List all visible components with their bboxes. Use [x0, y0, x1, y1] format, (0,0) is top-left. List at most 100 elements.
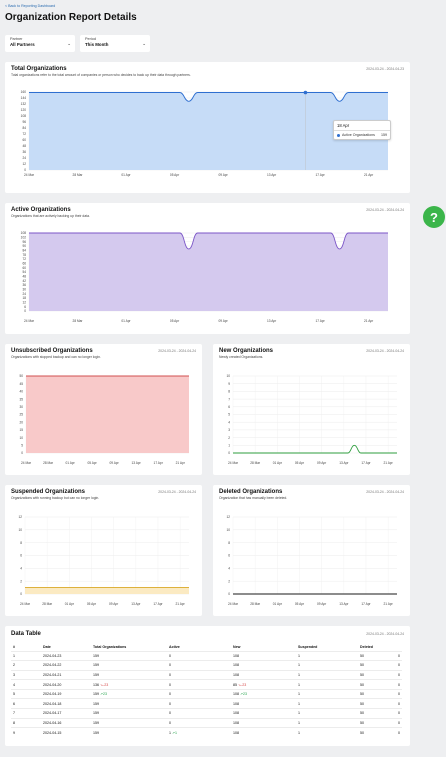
- cell-total: 159: [93, 730, 99, 735]
- trend-up-icon: ↗: [240, 692, 244, 697]
- card-date-range: 2024-03-24 - 2024-04-24: [158, 349, 196, 353]
- deleted-organizations-chart[interactable]: 0 2 4 6 8 10 12 24 Mar 28 Mar 01 Apr 05 Apr 09 Apr 1…: [213, 485, 410, 616]
- back-to-dashboard-link[interactable]: < Back to Reporting Dashboard: [5, 4, 56, 8]
- cell-dx: 0: [398, 672, 400, 677]
- y-tick-label: 96: [22, 120, 26, 124]
- cell-total: 159: [93, 663, 99, 668]
- cell-ndelta: 23: [243, 692, 248, 697]
- x-tick-label: 17 Apr: [154, 461, 164, 465]
- y-tick-label: 6: [20, 554, 22, 558]
- cell-dx: 0: [398, 720, 400, 725]
- y-tick-label: 15: [19, 428, 23, 432]
- x-tick-label: 01 Apr: [273, 602, 283, 606]
- table-row: 9 2024-04-15 159 1 ↗1 108 1 50 0: [11, 727, 402, 738]
- y-tick-label: 36: [22, 150, 26, 154]
- card-title: Active Organizations: [11, 207, 71, 213]
- card-title: Total Organizations: [11, 66, 67, 72]
- table-row: 7 2024-04-17 159 0 108 1 50 0: [11, 708, 402, 719]
- data-table: # Date Total Organizations Active New Su…: [11, 643, 402, 738]
- hover-point[interactable]: [303, 90, 308, 95]
- y-tick-label: 12: [22, 301, 26, 305]
- x-tick-label: 21 Apr: [176, 461, 186, 465]
- unsubscribed-organizations-chart[interactable]: 0 5 10 15 20 25 30 35 40 45 50 24 Mar 28 Mar 01 Apr 05…: [5, 344, 202, 475]
- cell-dx: 0: [398, 730, 400, 735]
- y-tick-label: 30: [19, 405, 23, 409]
- y-tick-label: 0: [228, 451, 230, 455]
- cell-date: 2024-04-21: [43, 672, 62, 677]
- help-button[interactable]: ?: [423, 206, 445, 228]
- y-tick-label: 50: [19, 374, 23, 378]
- table-header-row: # Date Total Organizations Active New Su…: [11, 643, 402, 651]
- column-header[interactable]: Total Organizations: [93, 644, 127, 649]
- partner-select[interactable]: Partner All Partners ⌄: [5, 35, 75, 52]
- column-header[interactable]: Suspended: [298, 644, 318, 649]
- column-header[interactable]: New: [233, 644, 241, 649]
- y-tick-label: 6: [24, 305, 26, 309]
- card-subtitle: Organization that has manually been dele…: [219, 496, 288, 500]
- x-tick-label: 09 Apr: [317, 602, 327, 606]
- x-tick-label: 24 Mar: [21, 461, 32, 465]
- cell-ndelta: -23: [241, 682, 247, 687]
- x-tick-label: 28 Mar: [73, 173, 84, 177]
- cell-new: 108: [233, 692, 239, 697]
- x-tick-label: 17 Apr: [361, 461, 371, 465]
- y-tick-label: 84: [22, 249, 26, 253]
- cell-active: 0: [169, 653, 171, 658]
- x-tick-label: 28 Mar: [43, 461, 54, 465]
- period-select[interactable]: Period This Month ⌄: [80, 35, 150, 52]
- suspended-organizations-chart[interactable]: 0 2 4 6 8 10 12 24 Mar 28 Mar 01 Apr 05 Apr 09 Apr 1…: [5, 485, 202, 616]
- card-subtitle: Organizations with stopped backup and ca…: [11, 355, 101, 359]
- y-tick-label: 2: [20, 579, 22, 583]
- cell-active: 0: [169, 692, 171, 697]
- x-tick-label: 21 Apr: [384, 461, 394, 465]
- y-tick-label: 0: [24, 309, 26, 313]
- table-row: 6 2024-04-18 159 0 108 1 50 0: [11, 698, 402, 709]
- x-tick-label: 28 Mar: [42, 602, 53, 606]
- x-tick-label: 05 Apr: [295, 461, 305, 465]
- y-tick-label: 9: [228, 382, 230, 386]
- cell-total: 159: [93, 711, 99, 716]
- x-tick-label: 13 Apr: [339, 602, 349, 606]
- x-tick-label: 21 Apr: [364, 173, 374, 177]
- column-header[interactable]: Date: [43, 644, 51, 649]
- total-organizations-chart[interactable]: 0 12 24 36 48 60 72 84 96 108 120 132 144 160 24 Mar 28…: [5, 62, 410, 193]
- period-value: This Month: [85, 41, 109, 47]
- cell-n: 9: [13, 730, 15, 735]
- y-tick-label: 10: [18, 528, 22, 532]
- cell-new: 108: [233, 711, 239, 716]
- cell-total: 159: [93, 672, 99, 677]
- x-tick-label: 28 Mar: [250, 461, 261, 465]
- y-tick-label: 4: [228, 567, 230, 571]
- y-tick-label: 0: [21, 451, 23, 455]
- cell-adelta: 1: [175, 730, 178, 735]
- partner-value: All Partners: [10, 41, 35, 47]
- x-tick-label: 24 Mar: [228, 461, 239, 465]
- cell-active: 0: [169, 711, 171, 716]
- cell-date: 2024-04-20: [43, 682, 62, 687]
- x-tick-label: 21 Apr: [176, 602, 186, 606]
- cell-suspended: 1: [298, 692, 300, 697]
- card-subtitle: Newly created Organizations.: [219, 355, 264, 359]
- column-header[interactable]: Deleted: [360, 644, 373, 649]
- y-tick-label: 7: [228, 397, 230, 401]
- x-tick-label: 13 Apr: [339, 461, 349, 465]
- cell-date: 2024-04-15: [43, 730, 62, 735]
- x-tick-label: 05 Apr: [87, 461, 97, 465]
- x-tick-label: 09 Apr: [218, 319, 228, 323]
- new-organizations-chart[interactable]: 0 1 2 3 4 5 6 7 8 9 10 24 Mar 28 Mar 01 Apr 05 Apr 09 A…: [213, 344, 410, 475]
- cell-new: 108: [233, 701, 239, 706]
- card-subtitle: Organizations with running backup but ca…: [11, 496, 100, 500]
- data-table-title: Data Table: [11, 631, 41, 637]
- period-label: Period: [85, 37, 96, 41]
- card-title: Unsubscribed Organizations: [11, 348, 93, 354]
- x-tick-label: 24 Mar: [24, 319, 35, 323]
- column-header[interactable]: Active: [169, 644, 180, 649]
- cell-date: 2024-04-22: [43, 663, 62, 668]
- column-header[interactable]: #: [13, 644, 15, 649]
- table-row: 5 2024-04-19 159 ↗23 0 108 ↗23 1 50 0: [11, 688, 402, 699]
- x-tick-label: 01 Apr: [121, 319, 131, 323]
- x-tick-label: 05 Apr: [87, 602, 97, 606]
- x-tick-label: 17 Apr: [361, 602, 371, 606]
- cell-dx: 0: [398, 663, 400, 668]
